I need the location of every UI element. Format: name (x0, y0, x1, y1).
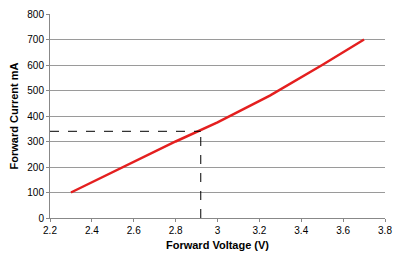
svg-text:3: 3 (215, 225, 221, 236)
svg-text:3.6: 3.6 (336, 225, 350, 236)
svg-text:2.8: 2.8 (169, 225, 183, 236)
svg-text:300: 300 (27, 136, 44, 147)
svg-text:600: 600 (27, 60, 44, 71)
svg-text:700: 700 (27, 34, 44, 45)
svg-text:Forward Voltage (V): Forward Voltage (V) (166, 239, 269, 251)
svg-text:3.8: 3.8 (378, 225, 392, 236)
svg-text:400: 400 (27, 111, 44, 122)
svg-text:200: 200 (27, 162, 44, 173)
svg-text:0: 0 (38, 213, 44, 224)
svg-text:800: 800 (27, 9, 44, 20)
svg-text:2.6: 2.6 (127, 225, 141, 236)
svg-text:2.2: 2.2 (43, 225, 57, 236)
svg-text:3.4: 3.4 (294, 225, 308, 236)
svg-text:100: 100 (27, 187, 44, 198)
svg-text:3.2: 3.2 (252, 225, 266, 236)
svg-text:500: 500 (27, 85, 44, 96)
svg-text:2.4: 2.4 (85, 225, 99, 236)
svg-text:Forward Current mA: Forward Current mA (8, 62, 20, 169)
